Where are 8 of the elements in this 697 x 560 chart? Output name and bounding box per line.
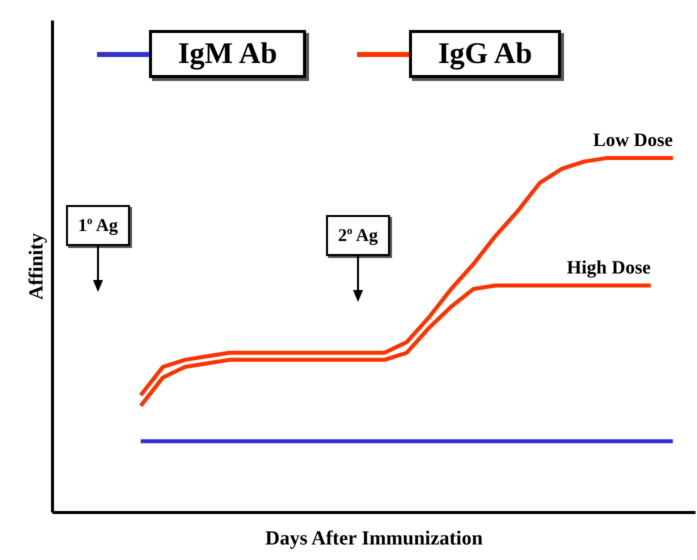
legend-label: IgM Ab bbox=[149, 30, 306, 78]
series-label: Low Dose bbox=[593, 130, 673, 152]
y-axis-title: Affinity bbox=[26, 233, 48, 300]
series-label: High Dose bbox=[566, 257, 651, 278]
x-axis-title: Days After Immunization bbox=[265, 528, 483, 550]
annotation: 2$^{o}$ Ag bbox=[326, 215, 390, 256]
annotation: 1$^{o}$ Ag bbox=[66, 205, 130, 246]
text: IgG Ab bbox=[409, 30, 562, 78]
